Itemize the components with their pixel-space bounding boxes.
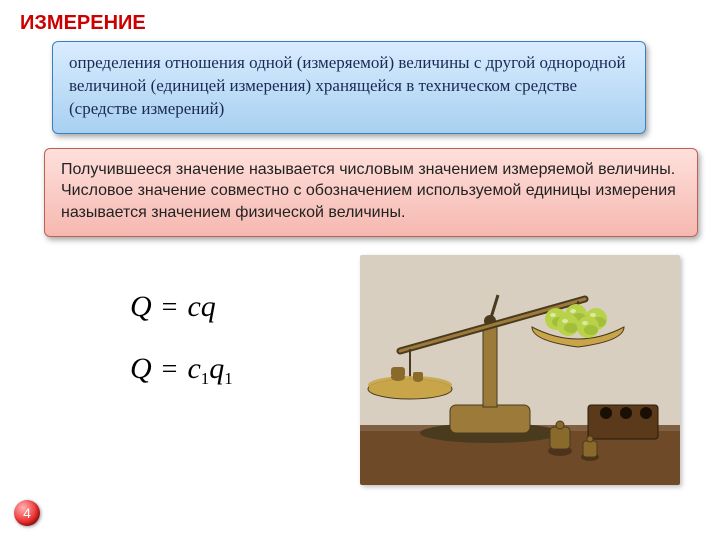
formula-1: Q = cq [130,290,233,324]
formula-1-lhs: Q [130,290,152,323]
formula-2-q-sub: 1 [224,369,233,388]
formulas-block: Q = cq Q = c1q1 [130,290,233,417]
equals-sign: = [156,354,184,385]
formula-2-q: q [209,352,224,385]
formula-2: Q = c1q1 [130,352,233,389]
formula-2-c: c [187,352,200,385]
formula-1-q: q [201,290,216,323]
formula-1-c: c [187,290,200,323]
equals-sign: = [156,292,184,323]
definition-box-blue: определения отношения одной (измеряемой)… [52,41,646,134]
scale-illustration [360,255,680,485]
page-number-badge: 4 [14,500,40,526]
slide-title: ИЗМЕРЕНИЕ [20,12,700,35]
formula-2-lhs: Q [130,352,152,385]
definition-box-red: Получившееся значение называется числовы… [44,148,698,237]
